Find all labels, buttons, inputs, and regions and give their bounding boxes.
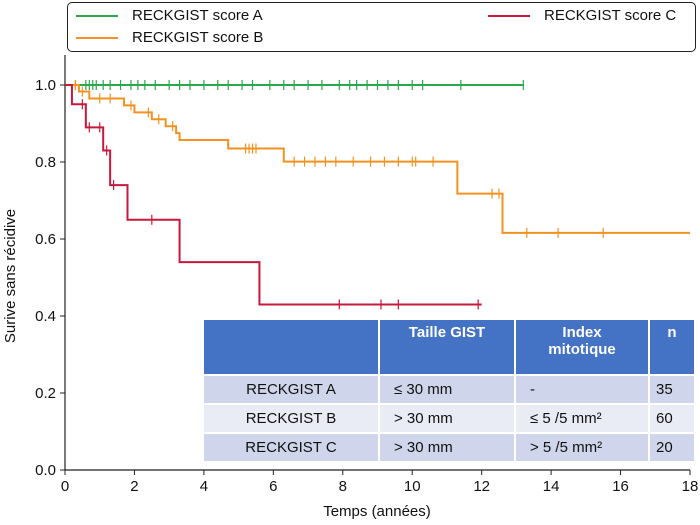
series-2	[65, 84, 482, 310]
series-0	[65, 80, 524, 90]
table-cell: RECKGIST A	[202, 374, 380, 405]
table-cell: RECKGIST C	[202, 432, 380, 463]
table-row: RECKGIST A ≤ 30 mm - 35	[202, 374, 696, 405]
y-tick-label: 0.4	[35, 308, 56, 325]
x-tick-label: 10	[404, 478, 421, 495]
legend-swatch-a	[76, 14, 118, 17]
legend-swatch-b	[76, 36, 118, 39]
curves-group	[65, 80, 690, 310]
y-tick-label: 0.0	[35, 462, 56, 479]
table-cell: 35	[648, 374, 696, 405]
x-tick-label: 6	[269, 478, 277, 495]
legend-label-b: RECKGIST score B	[132, 29, 264, 46]
series-line	[65, 84, 482, 306]
table-cell: ≤ 30 mm	[378, 374, 516, 405]
x-tick-label: 4	[200, 478, 208, 495]
x-tick-label: 18	[682, 478, 699, 495]
legend-label-a: RECKGIST score A	[132, 7, 263, 24]
table-cell: > 5 /5 mm²	[514, 432, 650, 463]
x-axis-label: Temps (années)	[323, 503, 431, 520]
table-cell: 60	[648, 403, 696, 434]
table-cell: > 30 mm	[378, 403, 516, 434]
series-1	[65, 80, 690, 238]
table-row: RECKGIST C > 30 mm > 5 /5 mm² 20	[202, 432, 696, 463]
legend-swatch-c	[488, 14, 530, 17]
table-cell: > 30 mm	[378, 432, 516, 463]
table-cell: ≤ 5 /5 mm²	[514, 403, 650, 434]
axes-group: 0 2 4 6 8 10 12 14 16 18 0.0 0.2 0.4 0.6 0.8 1.0	[35, 55, 698, 495]
score-table: Taille GIST Index mitotique n RECKGIST A…	[202, 318, 696, 463]
legend-entry-c: RECKGIST score C	[488, 7, 676, 24]
table-header-cell: n	[648, 318, 696, 376]
legend-entry-a: RECKGIST score A	[76, 7, 263, 24]
table-header-cell: Index mitotique	[514, 318, 650, 376]
x-tick-label: 8	[339, 478, 347, 495]
x-tick-label: 2	[130, 478, 138, 495]
y-tick-label: 0.2	[35, 385, 56, 402]
x-tick-label: 0	[61, 478, 69, 495]
y-tick-label: 1.0	[35, 77, 56, 94]
y-tick-label: 0.8	[35, 154, 56, 171]
table-header-cell	[202, 318, 380, 376]
series-line	[65, 84, 690, 234]
legend-label-c: RECKGIST score C	[544, 7, 677, 24]
table-row: RECKGIST B > 30 mm ≤ 5 /5 mm² 60	[202, 403, 696, 434]
legend-entry-b: RECKGIST score B	[76, 29, 263, 46]
table-cell: 20	[648, 432, 696, 463]
y-axis-label: Surive sans récidive	[2, 209, 19, 343]
table-cell: -	[514, 374, 650, 405]
table-header-cell: Taille GIST	[378, 318, 516, 376]
x-tick-label: 12	[473, 478, 490, 495]
x-tick-label: 14	[543, 478, 560, 495]
table-cell: RECKGIST B	[202, 403, 380, 434]
legend: RECKGIST score A RECKGIST score B RECKGI…	[67, 2, 696, 52]
table-header-row: Taille GIST Index mitotique n	[202, 318, 696, 376]
y-tick-label: 0.6	[35, 231, 56, 248]
x-tick-label: 16	[612, 478, 629, 495]
